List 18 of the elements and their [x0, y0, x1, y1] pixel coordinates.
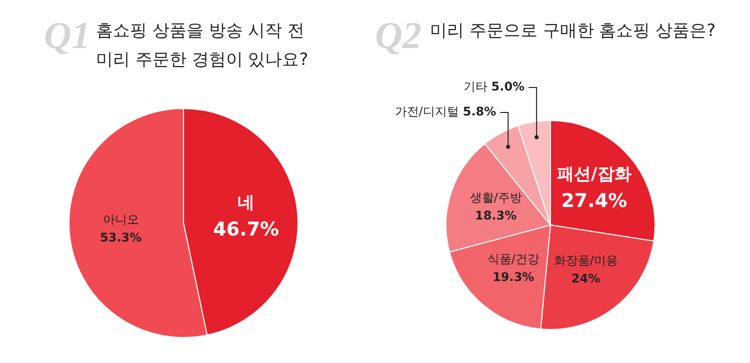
data-label: 19.3% — [492, 270, 534, 284]
data-label: 24% — [571, 271, 600, 286]
chart-subtitle: 미리 주문으로 구매한 홈쇼핑 상품은? — [430, 20, 716, 43]
slice-label: 아니오 — [102, 212, 139, 227]
slice-label: 패션/잡화 — [557, 164, 632, 184]
data-label: 5.0% — [491, 80, 525, 94]
chart-subtitle: 홈쇼핑 상품을 방송 시작 전 미리 주문한 경험이 있나요? — [96, 20, 308, 72]
data-label: 46.7% — [213, 218, 280, 241]
data-label: 53.3% — [100, 230, 142, 245]
data-label: 18.3% — [475, 208, 517, 222]
data-label: 27.4% — [561, 190, 628, 212]
slice-label: 기타 — [463, 80, 488, 94]
slice-label: 가전/디지털 — [394, 104, 459, 119]
slice-label: 생활/주방 — [470, 190, 522, 204]
slice-label: 네 — [238, 193, 255, 214]
slice-label: 화장품/미용 — [554, 253, 618, 268]
data-label: 5.8% — [462, 104, 496, 119]
slice-label: 식품/건강 — [487, 252, 540, 266]
